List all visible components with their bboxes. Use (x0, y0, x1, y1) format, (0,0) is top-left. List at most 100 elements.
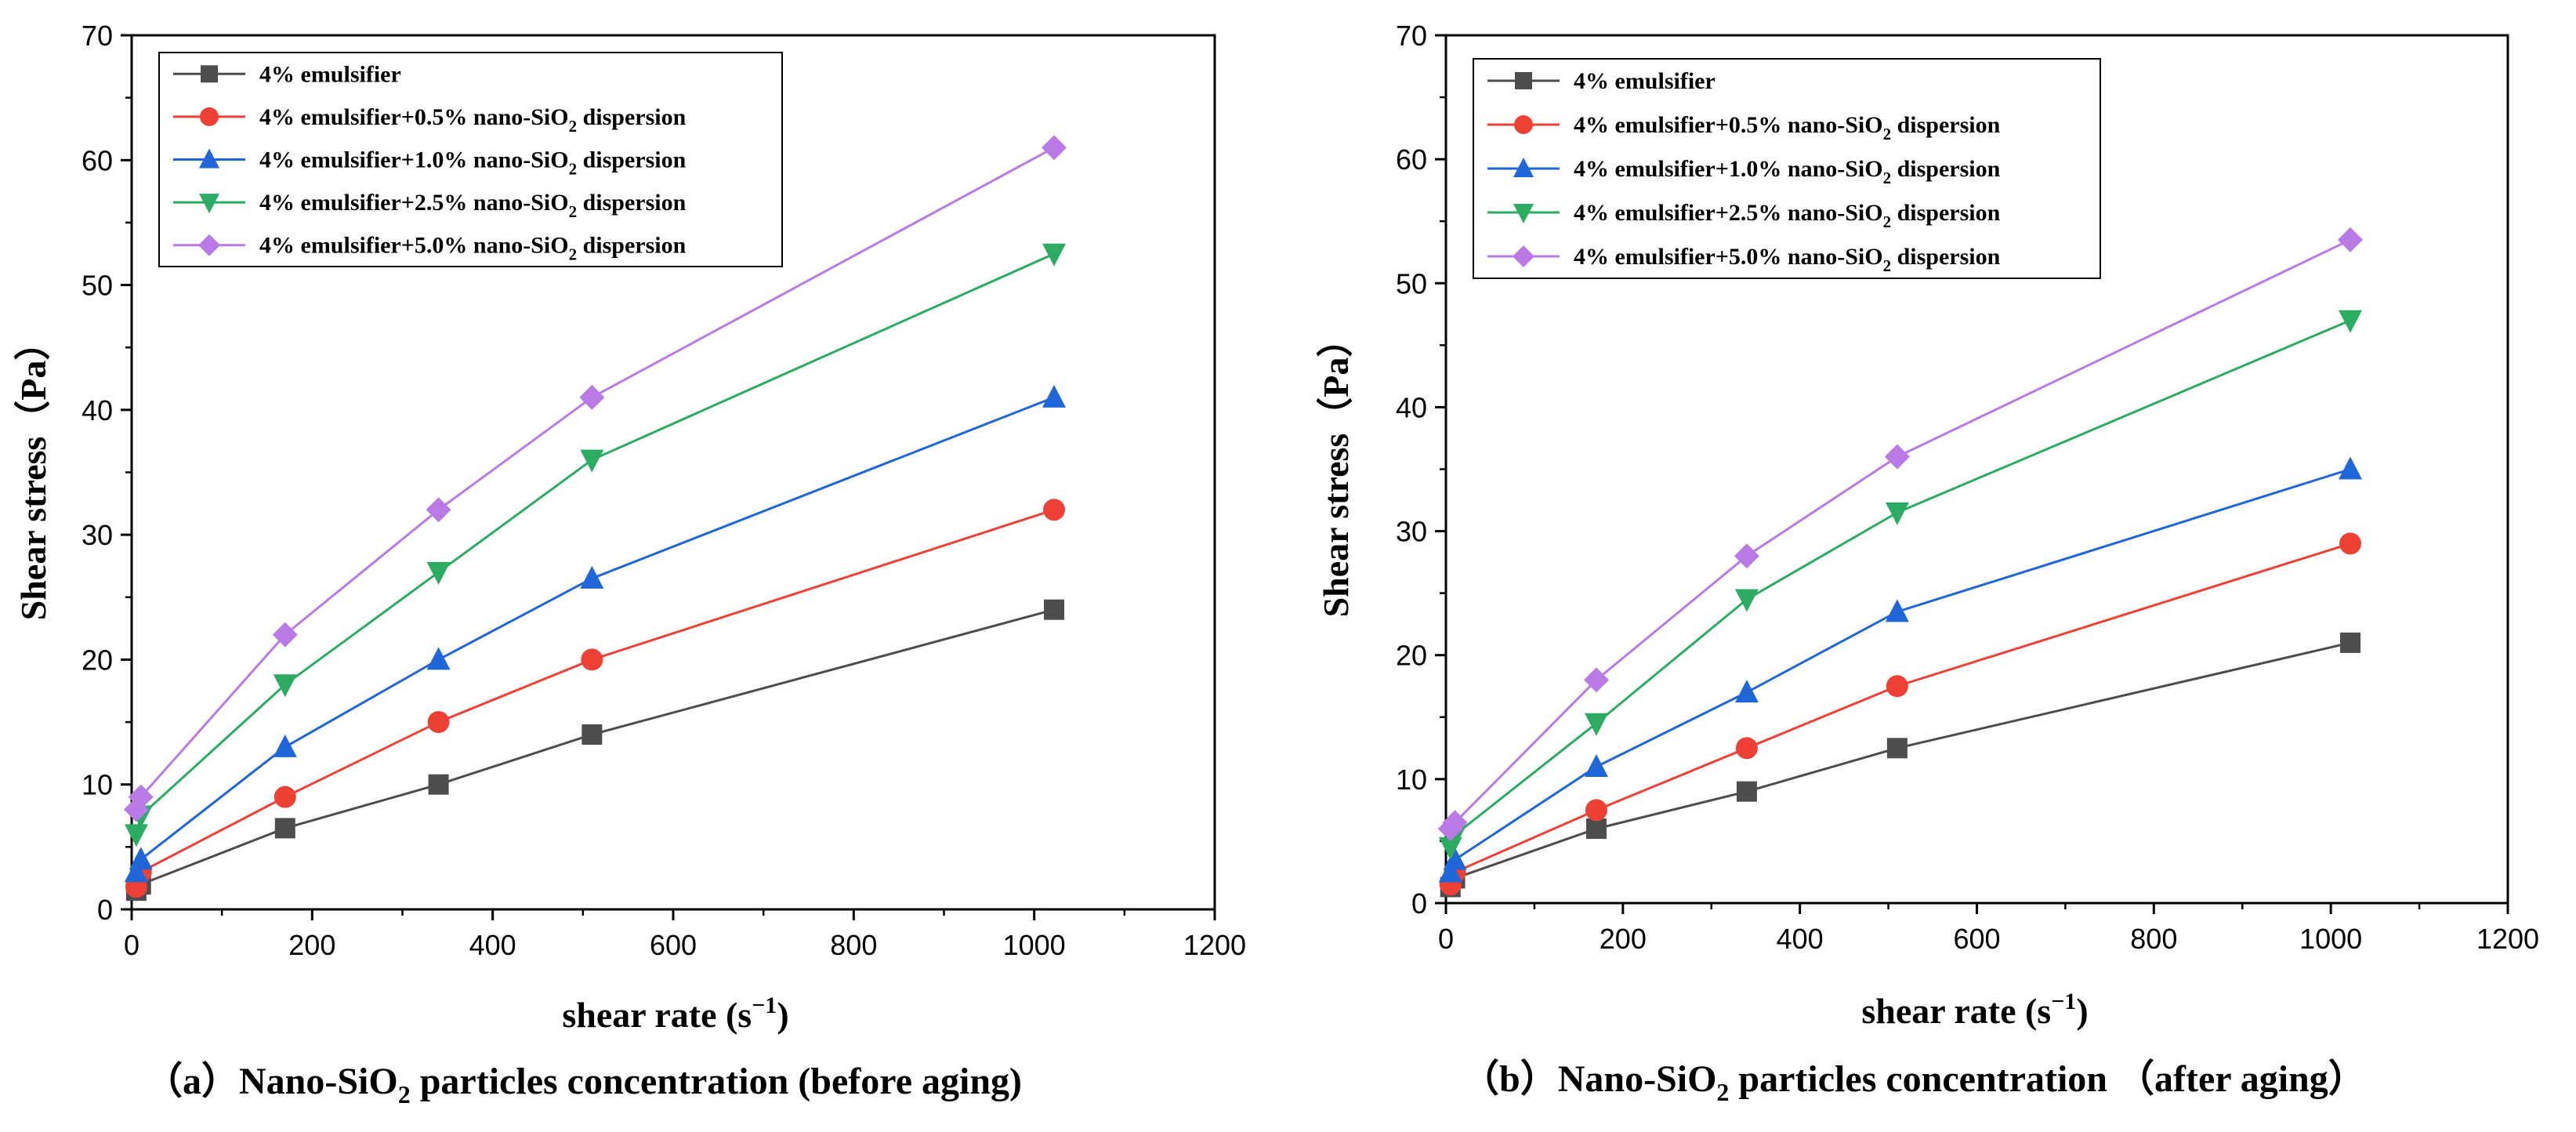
data-point (1044, 599, 1065, 620)
data-point (2339, 532, 2362, 555)
x-tick-label: 0 (124, 929, 139, 961)
y-tick-label: 70 (1396, 20, 1427, 52)
legend-box (1473, 58, 2101, 279)
x-tick-label: 800 (830, 929, 877, 961)
data-point (580, 565, 604, 589)
data-point (1736, 781, 1757, 802)
y-tick-label: 40 (1396, 391, 1427, 423)
chart-panel-b: 0 200 400 600 800 1000 1200 0 10 20 30 40 50 60 70 Shea… (1316, 20, 2539, 1106)
legend-entry: 4% emulsifier (1574, 68, 1716, 94)
data-point (274, 818, 295, 839)
x-tick-label: 400 (1777, 923, 1824, 955)
y-tick-label: 40 (82, 394, 113, 426)
data-point (273, 734, 297, 757)
data-point (426, 497, 451, 523)
x-tick-label: 1000 (2299, 923, 2362, 955)
data-point (426, 561, 451, 585)
y-tick-label: 0 (1411, 887, 1427, 920)
data-point (1584, 754, 1608, 778)
data-point (2338, 227, 2364, 252)
x-tick-label: 1200 (1183, 929, 1246, 961)
legend-entry: 4% emulsifier+1.0% nano-SiO2 dispersion (1574, 156, 2001, 187)
data-point (1885, 599, 1909, 622)
x-tick-label: 1200 (2476, 923, 2539, 955)
data-point (1734, 543, 1759, 569)
legend-box (158, 52, 783, 267)
data-point (581, 648, 603, 671)
x-tick-label: 200 (288, 929, 335, 961)
y-axis-title: Shear stress（Pa） (1316, 321, 1356, 618)
data-point (1042, 384, 1067, 408)
legend-marker (1513, 158, 1534, 177)
y-axis-title: Shear stress（Pa） (13, 325, 53, 621)
legend-entry: 4% emulsifier+5.0% nano-SiO2 dispersion (259, 233, 687, 264)
legend-entry: 4% emulsifier+0.5% nano-SiO2 dispersion (1574, 112, 2001, 143)
data-point (426, 647, 451, 670)
y-tick-label: 20 (82, 644, 113, 676)
data-point (1443, 847, 1467, 870)
data-point (1734, 589, 1759, 612)
y-tick-label: 60 (1396, 143, 1427, 176)
data-point (274, 786, 296, 808)
legend-entry: 4% emulsifier+1.0% nano-SiO2 dispersion (259, 147, 687, 179)
y-tick-label: 50 (82, 270, 113, 302)
data-point (1885, 502, 1909, 525)
data-point (1585, 799, 1607, 822)
panel-caption: （b）Nano-SiO2 particles concentration （af… (1462, 1058, 2366, 1106)
data-point (580, 449, 604, 473)
data-point (129, 847, 153, 870)
data-point (2340, 632, 2361, 653)
data-point (579, 384, 605, 410)
data-point (124, 859, 148, 883)
y-tick-label: 30 (82, 519, 113, 551)
data-point (1042, 243, 1067, 267)
chart-panel-a: 0 200 400 600 800 1000 1200 0 10 20 30 40 50 60 70 Shea… (13, 20, 1246, 1108)
y-tick-label: 60 (82, 144, 113, 176)
data-point (128, 784, 154, 810)
legend-marker (200, 107, 219, 126)
data-point (1442, 810, 1468, 836)
x-axis-title: shear rate (s−1) (1861, 989, 2088, 1031)
data-point (1042, 135, 1067, 161)
legend-marker (199, 148, 219, 169)
data-point (2339, 310, 2363, 333)
y-tick-label: 70 (82, 20, 113, 52)
x-tick-label: 0 (1438, 923, 1454, 955)
x-tick-label: 1000 (1003, 929, 1066, 961)
legend-entry: 4% emulsifier+2.5% nano-SiO2 dispersion (259, 190, 687, 221)
data-point (1043, 499, 1066, 521)
y-tick-label: 10 (1396, 764, 1427, 796)
legend-entry: 4% emulsifier+2.5% nano-SiO2 dispersion (1574, 200, 2001, 231)
data-point (2339, 456, 2363, 480)
legend-entry: 4% emulsifier (259, 61, 401, 87)
y-tick-label: 10 (82, 769, 113, 801)
legend-marker (1514, 115, 1533, 134)
legend-marker (1513, 204, 1534, 223)
y-tick-label: 50 (1396, 267, 1427, 299)
legend-marker (199, 194, 219, 214)
data-point (1583, 667, 1609, 693)
data-point (1438, 859, 1462, 883)
data-point (1886, 675, 1908, 698)
x-axis-title: shear rate (s−1) (562, 992, 788, 1035)
legend-marker (201, 65, 218, 83)
data-point (124, 824, 148, 847)
legend-entry: 4% emulsifier+5.0% nano-SiO2 dispersion (1574, 244, 2001, 275)
x-tick-label: 600 (650, 929, 697, 961)
data-point (272, 622, 298, 648)
x-tick-label: 200 (1600, 923, 1647, 955)
data-point (1884, 444, 1910, 470)
y-tick-label: 30 (1396, 516, 1427, 548)
legend-entry: 4% emulsifier+0.5% nano-SiO2 dispersion (259, 104, 687, 136)
data-point (1585, 818, 1607, 840)
data-point (1584, 713, 1608, 736)
y-tick-label: 20 (1396, 640, 1427, 672)
data-point (273, 674, 297, 698)
legend: 4% emulsifier 4% emulsifier+0.5% nano-SiO… (1473, 58, 2101, 279)
data-point (1735, 737, 1758, 760)
x-tick-label: 400 (469, 929, 516, 961)
panel-caption: （a）Nano-SiO2 particles concentration (be… (145, 1061, 1022, 1108)
x-tick-label: 600 (1953, 923, 2000, 955)
data-point (428, 774, 449, 795)
data-point (1734, 680, 1759, 703)
